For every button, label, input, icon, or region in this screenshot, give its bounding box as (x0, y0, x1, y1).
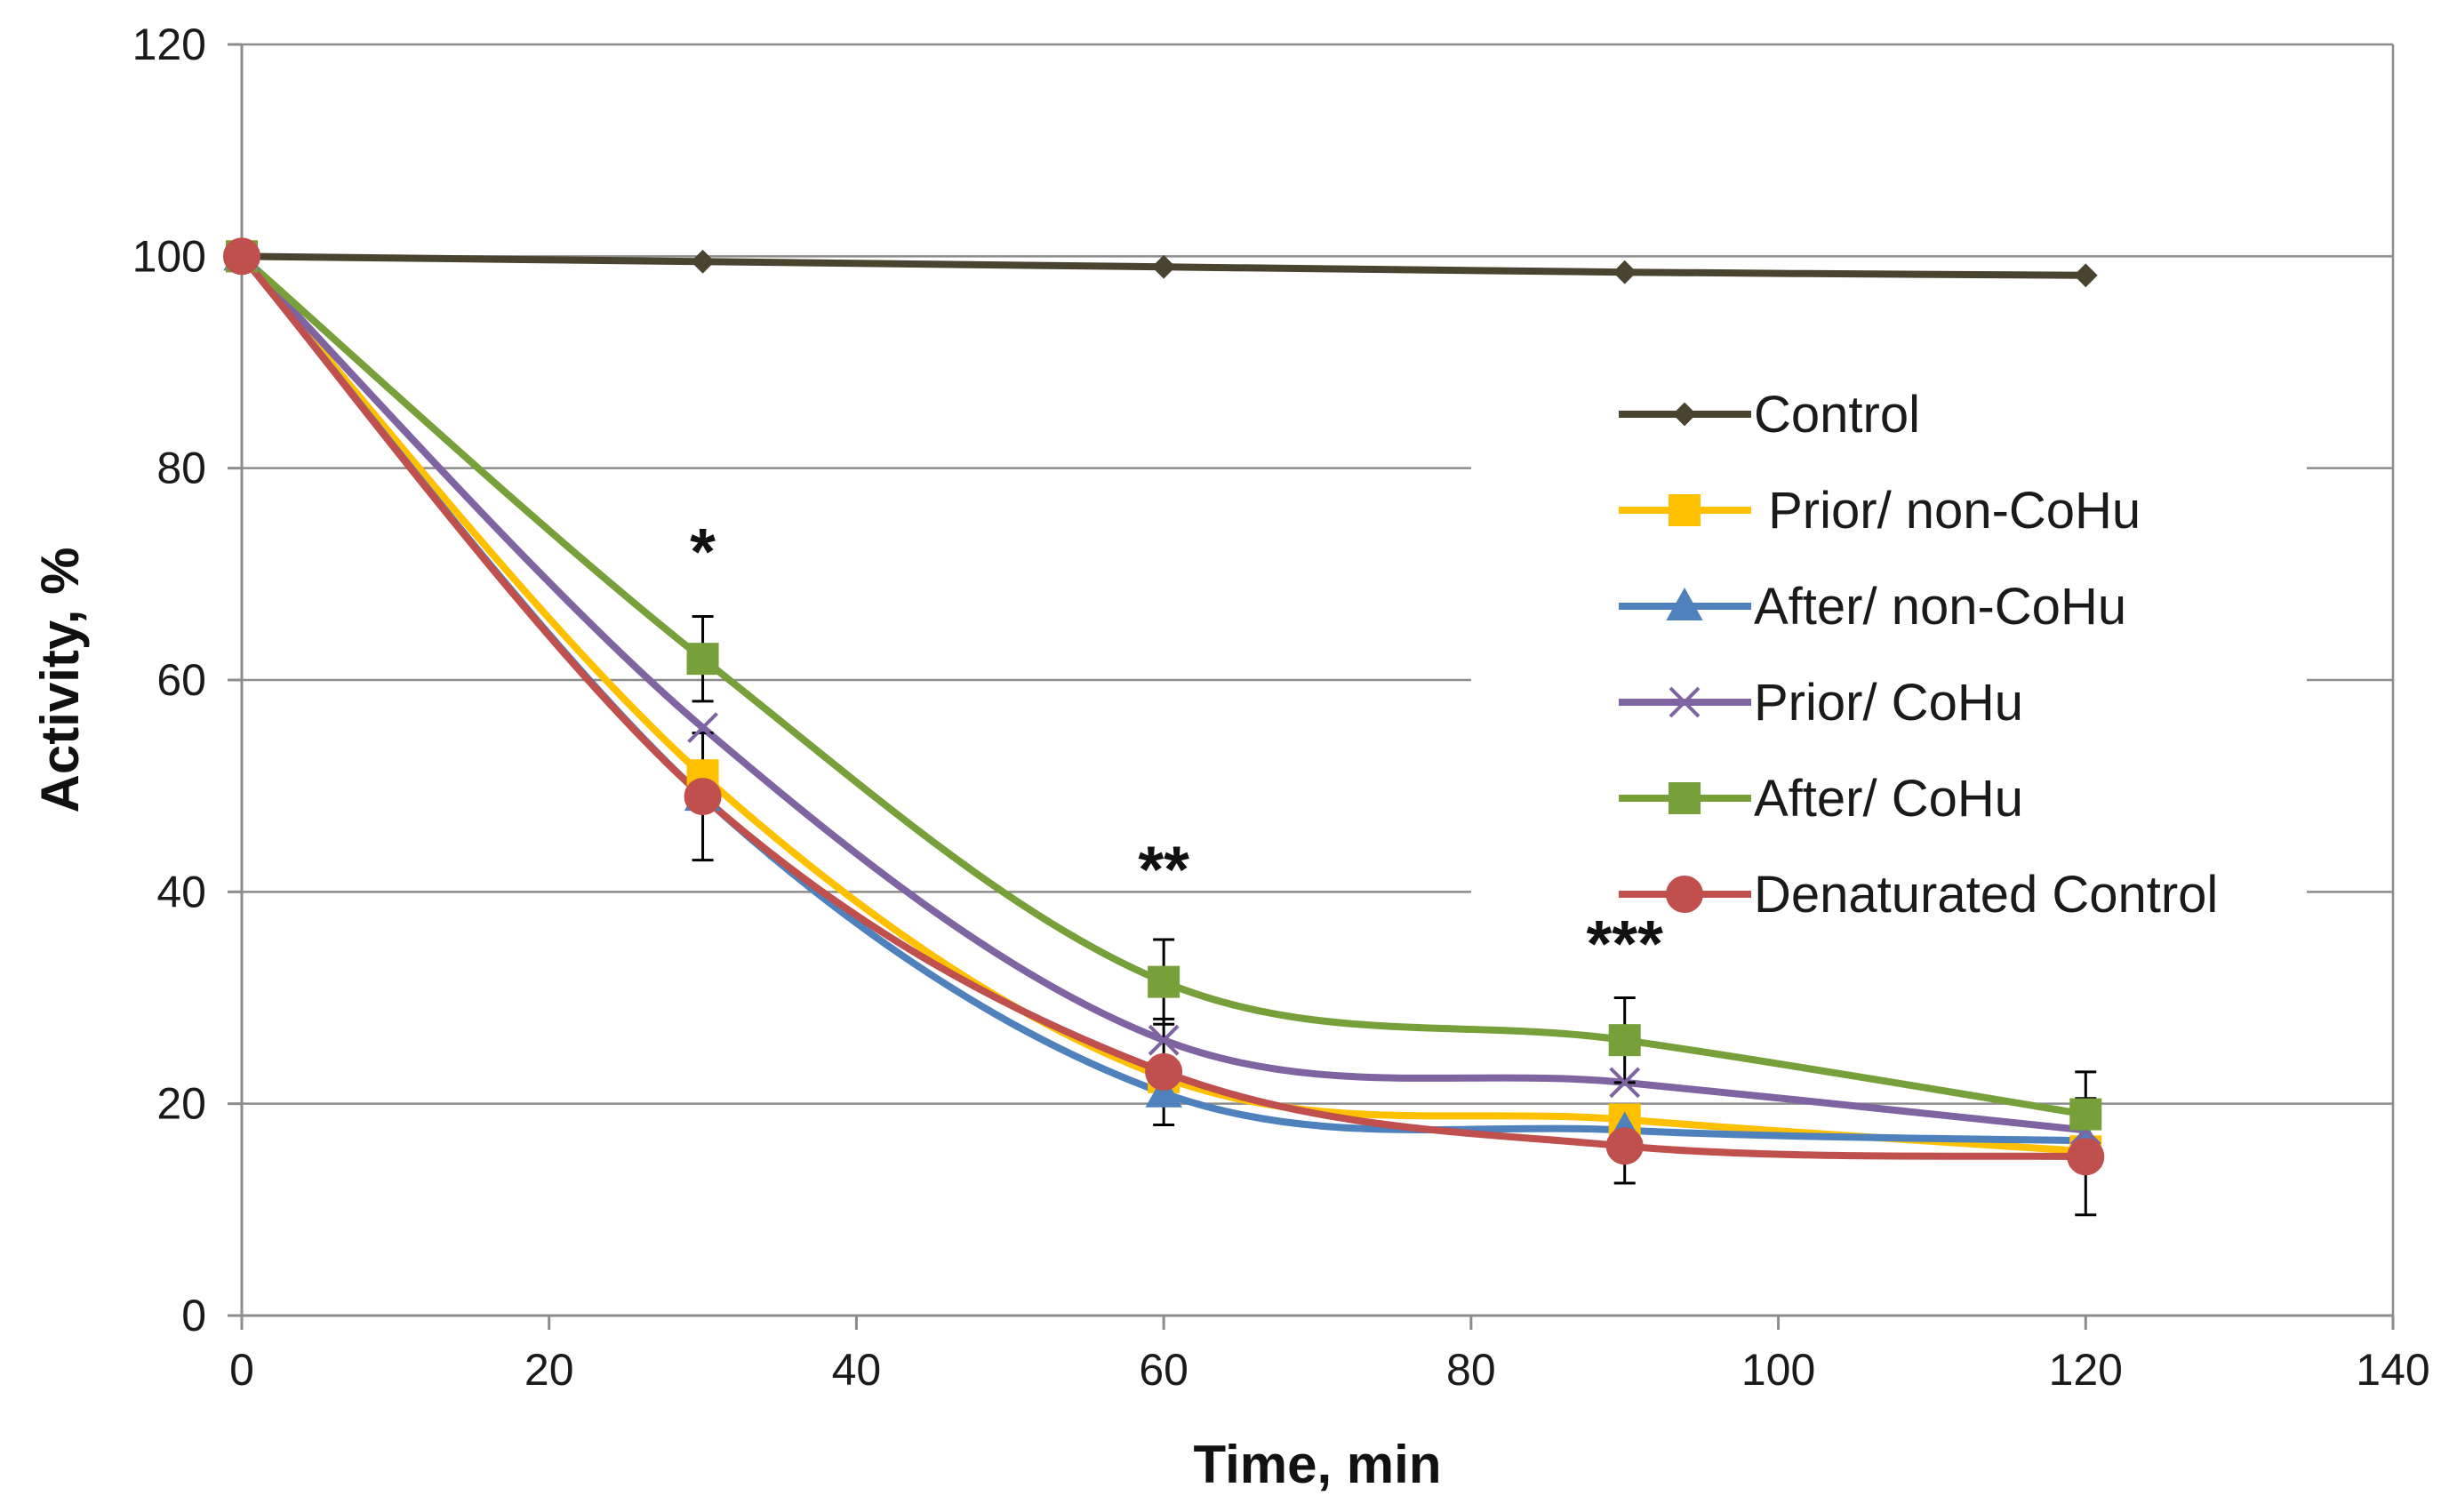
significance-annotation: *** (1587, 907, 1664, 980)
legend-marker (1669, 782, 1701, 814)
data-point-prior-cohu (1148, 1024, 1180, 1056)
series-lines (238, 252, 2090, 1161)
legend-label: After/ CoHu (1754, 770, 2023, 828)
marker-stroke (1148, 1024, 1180, 1056)
x-tick-label: 60 (1139, 1345, 1188, 1395)
x-axis-title: Time, min (1194, 1435, 1442, 1494)
axes: 0 20 40 60 80 100 120 0 20 40 60 80 100 120 140 (132, 20, 2430, 1395)
data-point-denaturated-control (2067, 1138, 2105, 1176)
y-tick-label: 80 (156, 444, 206, 493)
data-point-denaturated-control (1605, 1127, 1644, 1165)
data-point-prior-cohu (687, 712, 718, 744)
data-point-after-cohu (1608, 1024, 1641, 1057)
legend-marker (1669, 686, 1701, 718)
legend-label: Prior/ CoHu (1754, 674, 2023, 732)
data-point-control (691, 249, 715, 274)
series-markers (223, 237, 2105, 1176)
x-tick-label: 140 (2356, 1345, 2429, 1395)
legend-marker (1666, 587, 1703, 620)
marker-stroke (1669, 686, 1701, 718)
data-point-denaturated-control (684, 778, 722, 816)
data-point-prior-cohu (1609, 1067, 1641, 1099)
legend-item-after-non-cohu: After/ non-CoHu (1619, 578, 2126, 636)
x-tick-label: 120 (2049, 1345, 2123, 1395)
legend-background (1471, 320, 2307, 905)
y-tick-label: 40 (156, 867, 206, 916)
data-point-denaturated-control (223, 237, 260, 276)
data-point-control (2073, 263, 2098, 288)
legend-label: Prior/ non-CoHu (1754, 482, 2141, 540)
gridlines (242, 43, 2395, 1316)
data-point-after-cohu (1148, 965, 1180, 998)
y-tick-label: 0 (181, 1291, 206, 1340)
y-axis-title: Activity, % (30, 548, 90, 813)
legend-label: Control (1754, 386, 1920, 444)
series-line-after-cohu (238, 252, 2090, 1118)
x-tick-label: 20 (524, 1345, 574, 1395)
legend-item-control: Control (1619, 386, 1920, 444)
significance-annotations: ****** (690, 515, 1663, 980)
data-point-after-non-cohu (1145, 1074, 1182, 1108)
series-line-prior-cohu (238, 252, 2090, 1134)
y-tick-label: 120 (132, 20, 206, 69)
significance-annotation: ** (1138, 832, 1189, 906)
y-tick-label: 20 (156, 1079, 206, 1129)
data-point-control (1151, 254, 1176, 279)
x-tick-label: 80 (1446, 1345, 1496, 1395)
series-line-denaturated-control (238, 252, 2090, 1161)
legend-marker (1672, 402, 1697, 427)
legend-item-after-cohu: After/ CoHu (1619, 770, 2023, 828)
x-tick-label: 100 (1741, 1345, 1815, 1395)
data-point-after-cohu (2069, 1098, 2102, 1131)
y-tick-label: 100 (132, 231, 206, 281)
legend-item-prior-cohu: Prior/ CoHu (1619, 674, 2023, 732)
series-line-prior-non-cohu (238, 252, 2090, 1156)
x-tick-label: 40 (832, 1345, 882, 1395)
significance-annotation: * (690, 515, 716, 588)
legend-marker (1666, 876, 1703, 913)
legend: Control Prior/ non-CoHu After/ non-CoHu Pr… (1471, 320, 2307, 924)
marker-stroke (687, 712, 718, 744)
legend-item-denaturated-control: Denaturated Control (1619, 866, 2218, 924)
data-point-denaturated-control (1145, 1052, 1183, 1091)
y-tick-label: 60 (156, 655, 206, 705)
data-point-after-cohu (686, 643, 719, 676)
x-tick-label: 0 (229, 1345, 254, 1395)
data-point-control (1613, 260, 1637, 284)
legend-item-prior-non-cohu: Prior/ non-CoHu (1619, 482, 2141, 540)
legend-marker (1669, 494, 1701, 526)
legend-label: Denaturated Control (1754, 866, 2218, 924)
legend-label: After/ non-CoHu (1754, 578, 2126, 636)
marker-stroke (1609, 1067, 1641, 1099)
